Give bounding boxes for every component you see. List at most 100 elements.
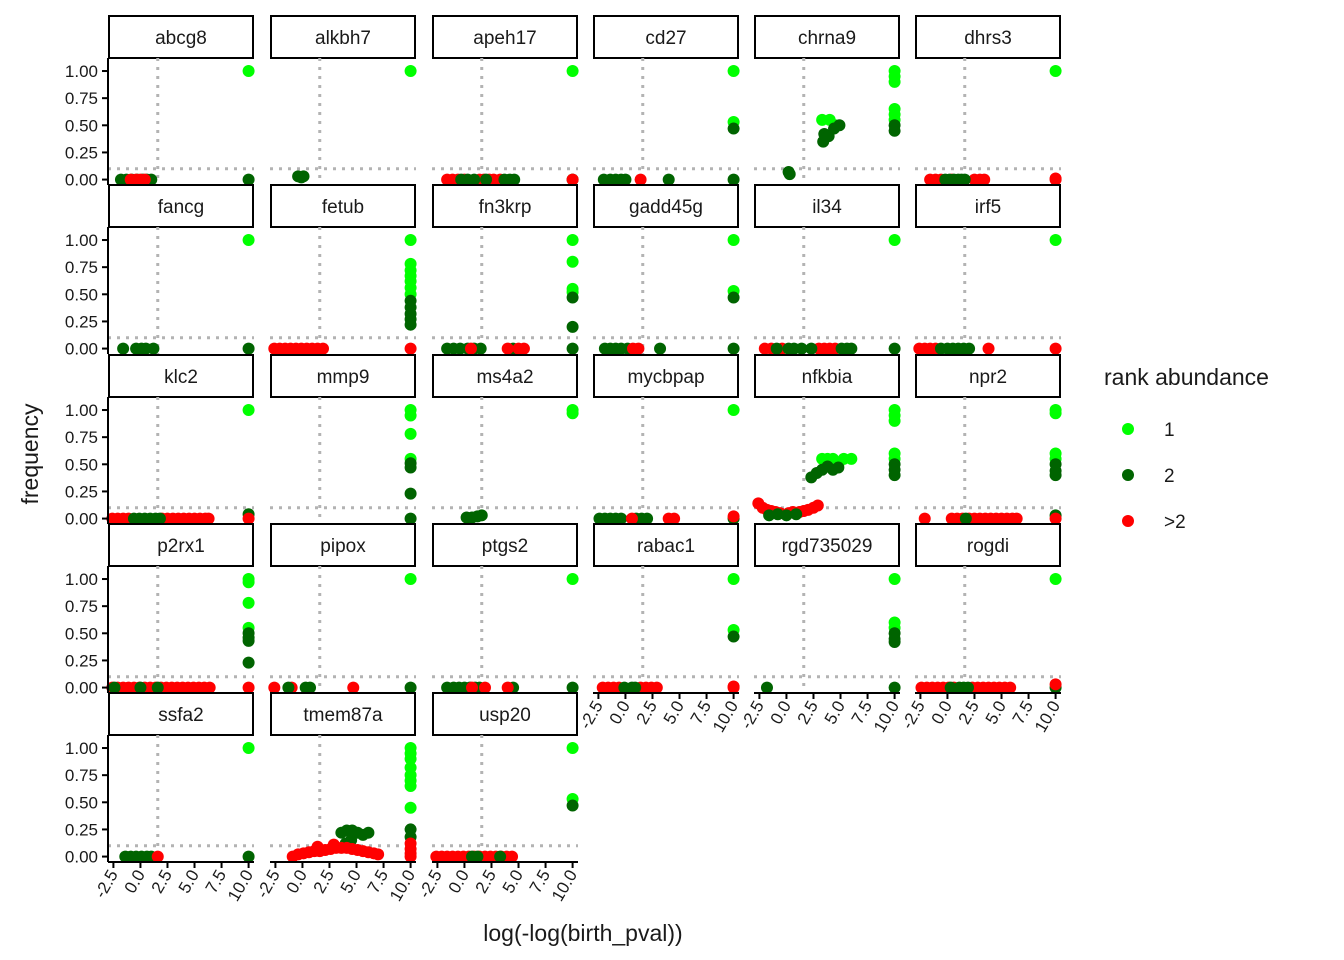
data-point <box>242 850 255 863</box>
facet-panels: abcg8 alkbh7 apeh17 cd27 chrna9 dhrs3 fancg fet… <box>106 15 1062 863</box>
data-point <box>404 681 417 694</box>
strip-box <box>432 692 578 736</box>
strip-box <box>915 15 1061 59</box>
data-point <box>242 634 255 647</box>
data-point <box>147 342 160 355</box>
x-tick-label: -2.5 <box>737 698 768 733</box>
data-point <box>566 234 579 247</box>
strip-box <box>432 15 578 59</box>
y-tick-label: 0.00 <box>65 171 98 190</box>
strip-label: pipox <box>320 536 366 557</box>
data-point <box>1049 342 1062 355</box>
x-tick-label: 2.5 <box>794 698 822 728</box>
y-tick-label: 0.00 <box>65 679 98 698</box>
legend-label: >2 <box>1164 512 1186 533</box>
data-point <box>770 342 783 355</box>
legend-label: 2 <box>1164 466 1175 487</box>
data-point <box>641 512 654 525</box>
data-point <box>888 469 901 482</box>
strip-label: cd27 <box>645 28 686 49</box>
data-point <box>832 461 845 474</box>
strip-box <box>915 354 1061 398</box>
data-point <box>888 75 901 88</box>
y-tick-label: 0.75 <box>65 597 98 616</box>
data-point <box>404 780 417 793</box>
strip-label: fn3krp <box>479 197 532 218</box>
data-point <box>404 752 417 765</box>
strip-box <box>108 184 254 228</box>
legend-item: 1 <box>1122 420 1175 441</box>
strip-label: il34 <box>812 197 842 218</box>
data-point <box>961 681 974 694</box>
facet-panel-ptgs2: ptgs2 <box>432 523 579 694</box>
y-tick-label: 0.00 <box>65 510 98 529</box>
data-point <box>242 742 255 755</box>
facet-panel-chrna9: chrna9 <box>754 15 901 185</box>
data-point <box>727 573 740 586</box>
legend-key <box>1122 515 1134 527</box>
data-point <box>615 512 628 525</box>
data-point <box>517 342 530 355</box>
data-point <box>1010 512 1023 525</box>
strip-box <box>593 184 739 228</box>
data-point <box>780 509 793 522</box>
data-point <box>117 342 130 355</box>
legend-items: 1 2 >2 <box>1122 420 1186 533</box>
y-tick-label: 0.50 <box>65 455 98 474</box>
facet-panel-nfkbia: nfkbia <box>752 354 901 524</box>
data-point <box>464 342 477 355</box>
data-point <box>153 512 166 525</box>
data-point <box>501 342 514 355</box>
strip-box <box>754 15 900 59</box>
data-point <box>654 342 667 355</box>
facet-panel-rgd735029: rgd735029 <box>754 523 901 694</box>
strip-label: nfkbia <box>802 367 853 388</box>
strip-box <box>915 184 1061 228</box>
y-tick-label: 0.75 <box>65 766 98 785</box>
data-point <box>475 509 488 522</box>
x-axis-usp20: -2.50.02.55.07.510.0 <box>415 861 581 905</box>
data-point <box>727 234 740 247</box>
strip-label: gadd45g <box>629 197 703 218</box>
y-tick-label: 0.50 <box>65 793 98 812</box>
data-point <box>1049 234 1062 247</box>
y-tick-label: 0.25 <box>65 651 98 670</box>
data-point <box>566 65 579 78</box>
legend: rank abundance 1 2 >2 <box>1104 364 1269 533</box>
data-point <box>662 173 675 186</box>
facet-panel-tmem87a: tmem87a <box>270 692 417 863</box>
data-point <box>501 681 514 694</box>
data-point <box>242 576 255 589</box>
y-axis-row-4: 0.00 0.25 0.50 0.75 1.00 <box>65 566 109 698</box>
x-tick-label: 5.0 <box>982 698 1010 728</box>
data-point <box>1049 172 1062 185</box>
data-point <box>888 234 901 247</box>
facet-panel-pipox: pipox <box>268 523 417 694</box>
data-point <box>668 512 681 525</box>
strip-box <box>432 523 578 567</box>
strip-box <box>108 692 254 736</box>
data-point <box>566 342 579 355</box>
facet-panel-usp20: usp20 <box>430 692 579 863</box>
y-tick-label: 0.00 <box>65 848 98 867</box>
x-tick-label: 2.5 <box>955 698 983 728</box>
data-point <box>727 630 740 643</box>
legend-title: rank abundance <box>1104 364 1269 390</box>
legend-item: >2 <box>1122 512 1186 533</box>
x-tick-label: 10.0 <box>870 698 903 736</box>
strip-label: irf5 <box>975 197 1001 218</box>
strip-label: rogdi <box>967 536 1009 557</box>
x-tick-label: 0.0 <box>767 698 795 728</box>
data-point <box>404 409 417 422</box>
y-tick-label: 0.50 <box>65 624 98 643</box>
data-point <box>494 850 507 863</box>
strip-box <box>915 523 1061 567</box>
legend-key <box>1122 423 1134 435</box>
data-point <box>242 656 255 669</box>
data-point <box>242 681 255 694</box>
y-tick-label: 0.75 <box>65 258 98 277</box>
strip-box <box>754 354 900 398</box>
data-point <box>727 510 740 523</box>
data-point <box>268 681 281 694</box>
data-point <box>632 342 645 355</box>
